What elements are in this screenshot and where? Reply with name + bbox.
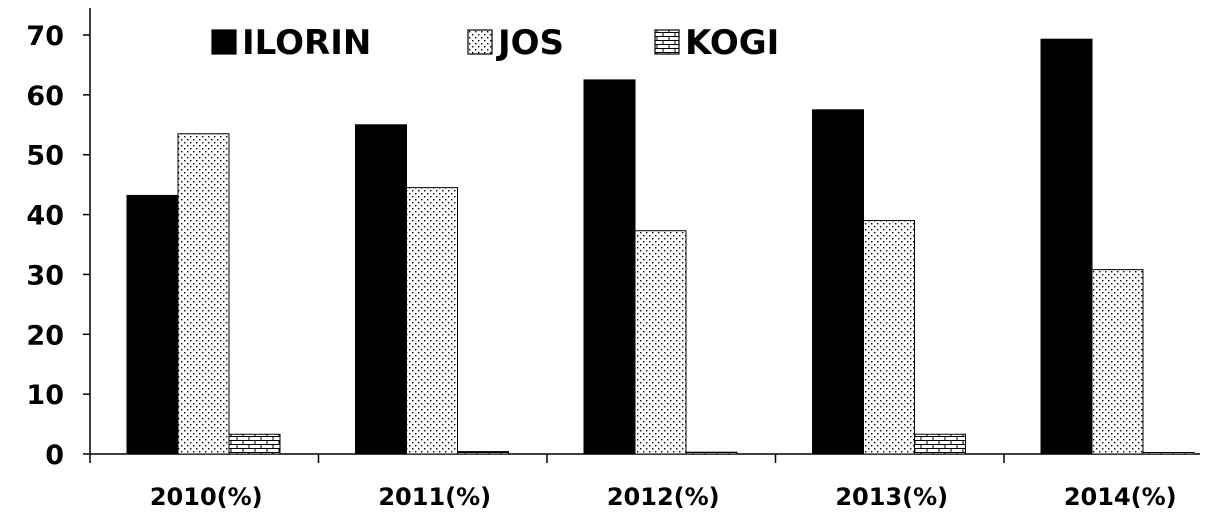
legend-swatch-ilorin: [212, 30, 236, 54]
legend-swatch-kogi: [655, 30, 679, 54]
y-tick-label: 10: [26, 380, 64, 411]
bar-kogi-4: [1143, 453, 1194, 455]
x-tick-label: 2014(%): [1064, 483, 1177, 511]
legend-label-ilorin: ILORIN: [242, 23, 371, 63]
bar-ilorin-2: [584, 80, 635, 454]
legend: ILORIN JOS KOGI: [212, 23, 779, 63]
bar-kogi-0: [229, 434, 280, 454]
x-tick-labels: 2010(%) 2011(%) 2012(%) 2013(%) 2014(%): [150, 483, 1177, 511]
bar-kogi-1: [458, 452, 509, 454]
x-tick-label: 2010(%): [150, 483, 263, 511]
bar-jos-3: [864, 221, 915, 454]
legend-label-jos: JOS: [496, 23, 564, 63]
y-tick-label: 40: [26, 201, 64, 232]
bar-ilorin-0: [127, 195, 178, 454]
x-tick-label: 2012(%): [607, 483, 720, 511]
y-tick-label: 20: [26, 320, 64, 351]
bar-jos-2: [635, 231, 686, 454]
y-tick-label: 0: [45, 440, 64, 471]
bar-jos-1: [407, 188, 458, 454]
bar-jos-4: [1092, 270, 1143, 454]
bar-kogi-2: [686, 452, 737, 454]
legend-label-kogi: KOGI: [685, 23, 779, 63]
y-tick-label: 50: [26, 141, 64, 172]
y-tick-label: 60: [26, 81, 64, 112]
legend-swatch-jos: [468, 30, 492, 54]
bar-ilorin-3: [813, 110, 864, 454]
x-tick-label: 2013(%): [835, 483, 948, 511]
y-tick-label: 30: [26, 260, 64, 291]
bar-ilorin-4: [1041, 39, 1092, 454]
bars: [127, 39, 1194, 454]
bar-jos-0: [178, 134, 229, 454]
y-tick-labels: 0 10 20 30 40 50 60 70: [26, 21, 64, 471]
bar-ilorin-1: [356, 125, 407, 454]
x-tick-label: 2011(%): [378, 483, 491, 511]
bar-kogi-3: [915, 434, 966, 454]
y-tick-label: 70: [26, 21, 64, 52]
